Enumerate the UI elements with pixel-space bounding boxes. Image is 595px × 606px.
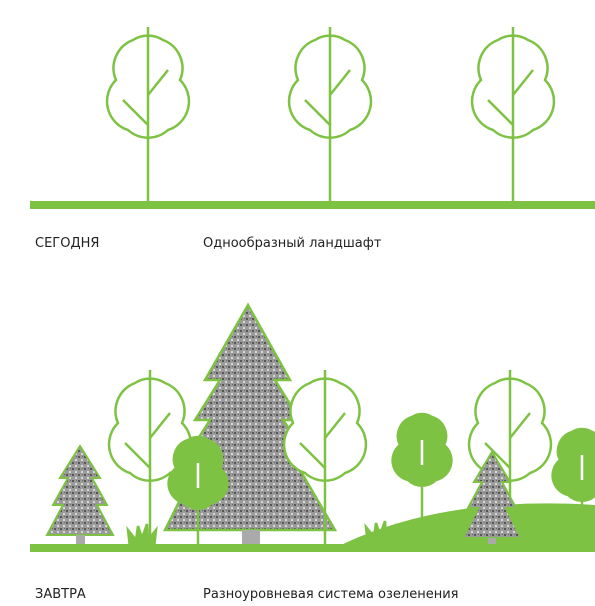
- small-conifer: [47, 446, 113, 535]
- tomorrow-label: ЗАВТРА: [35, 587, 86, 602]
- today-trees: [107, 27, 554, 205]
- tomorrow-trees: [47, 305, 595, 548]
- tomorrow-caption: Разноуровневая система озеленения: [203, 587, 458, 602]
- today-caption: Однообразный ландшафт: [203, 236, 382, 251]
- ground: [30, 544, 595, 552]
- landscape-diagram: СЕГОДНЯ Однообразный ландшафт ЗАВТРА Раз…: [0, 0, 595, 606]
- ground: [30, 201, 595, 209]
- today-label: СЕГОДНЯ: [35, 236, 99, 251]
